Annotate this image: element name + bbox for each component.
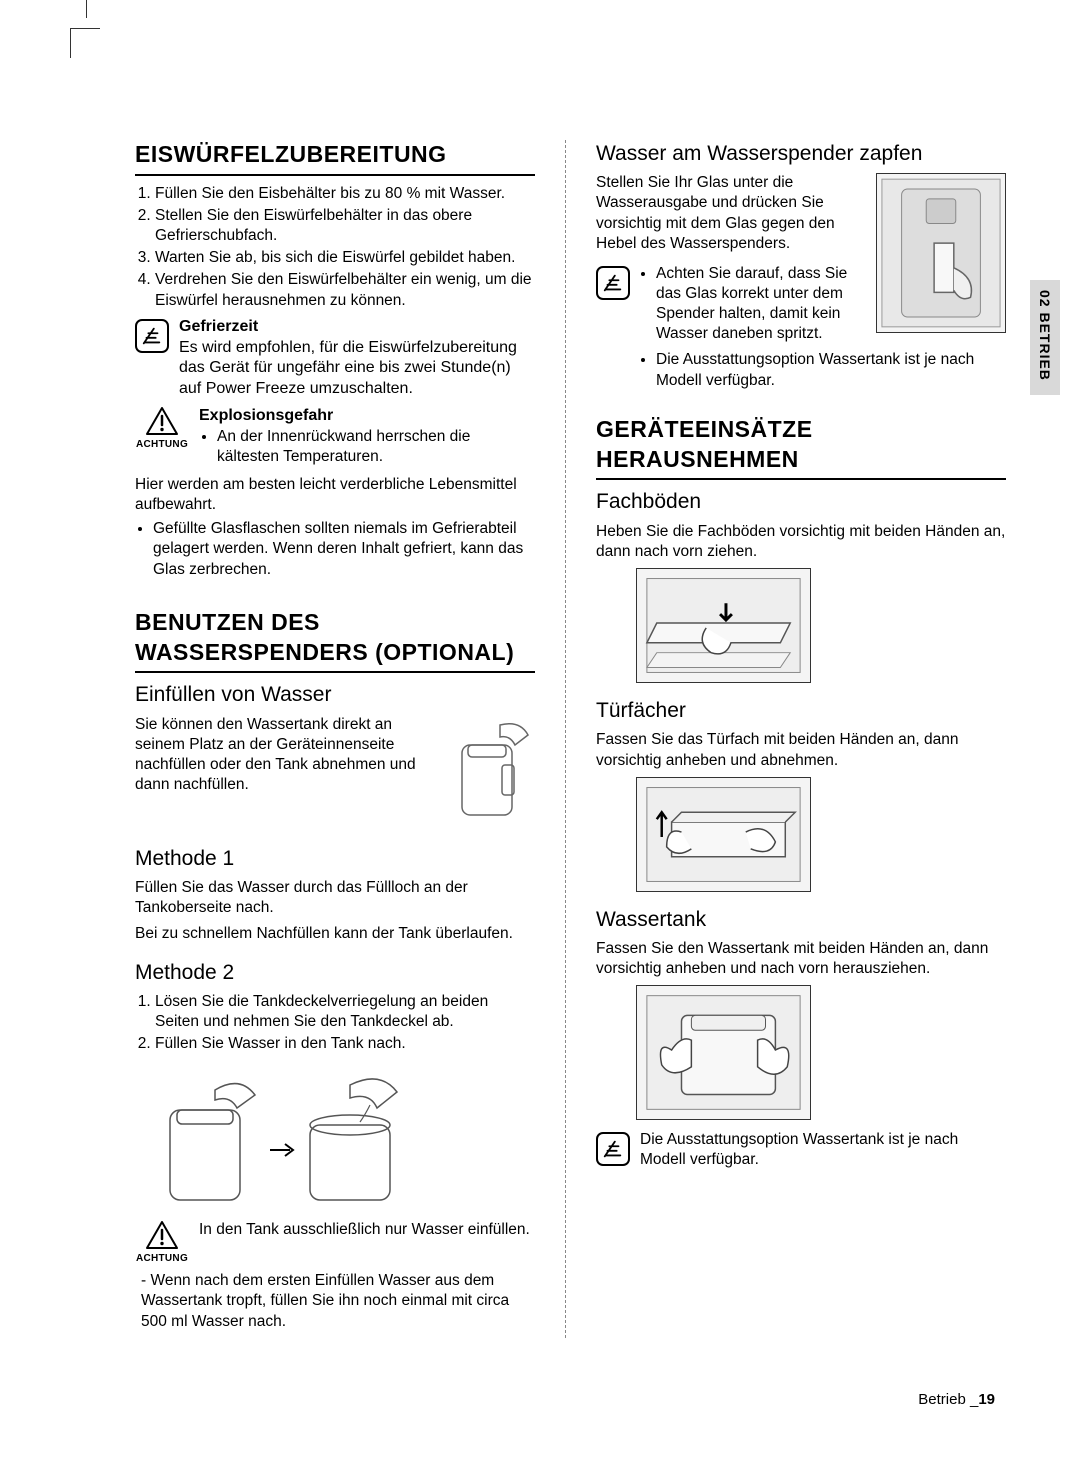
note-body: Achten Sie darauf, dass Sie das Glas kor… — [640, 264, 866, 347]
warning-icon — [145, 1220, 179, 1250]
figure-pouring-tanks — [155, 1060, 415, 1210]
warning-icon — [145, 406, 179, 436]
subheading-shelf: Fachböden — [596, 488, 1006, 515]
list-item: Die Ausstattungsoption Wassertank ist je… — [656, 350, 1006, 390]
warning-text: In den Tank ausschließlich nur Wasser ei… — [199, 1220, 530, 1240]
list-item: Lösen Sie die Tankdeckelverriegelung an … — [155, 992, 535, 1032]
list-item: An der Innenrückwand herrschen die kälte… — [217, 427, 535, 467]
note-text: Es wird empfohlen, für die Eiswürfelzube… — [179, 339, 517, 398]
subheading-method1: Methode 1 — [135, 845, 535, 872]
crop-mark — [86, 0, 87, 18]
list-item: Gefüllte Glasflaschen sollten niemals im… — [153, 519, 535, 579]
list-item: Füllen Sie Wasser in den Tank nach. — [155, 1034, 535, 1054]
warning-body: Explosionsgefahr An der Innenrückwand he… — [199, 406, 535, 473]
note-text: Die Ausstattungsoption Wassertank ist je… — [640, 1130, 1006, 1170]
note-title: Gefrierzeit — [179, 318, 258, 335]
note-icon — [135, 319, 169, 353]
footer-page: 19 — [978, 1391, 995, 1408]
warning-title: Explosionsgefahr — [199, 407, 333, 424]
figure-shelf — [636, 568, 811, 683]
list-item: Stellen Sie den Eiswürfelbehälter in das… — [155, 206, 535, 246]
method1-p2: Bei zu schnellem Nachfüllen kann der Tan… — [135, 924, 535, 944]
method1-p1: Füllen Sie das Wasser durch das Füllloch… — [135, 878, 535, 918]
subheading-fill: Einfüllen von Wasser — [135, 681, 535, 708]
list-item: Füllen Sie den Eisbehälter bis zu 80 % m… — [155, 184, 535, 204]
left-column: EISWÜRFELZUBEREITUNG Füllen Sie den Eisb… — [135, 140, 535, 1338]
figure-water-tank — [636, 985, 811, 1120]
warning-label: ACHTUNG — [136, 1252, 188, 1265]
door-text: Fassen Sie das Türfach mit beiden Händen… — [596, 730, 1006, 770]
ice-steps: Füllen Sie den Eisbehälter bis zu 80 % m… — [135, 184, 535, 311]
warning-extra: Hier werden am besten leicht verderblich… — [135, 475, 535, 515]
method2-steps: Lösen Sie die Tankdeckelverriegelung an … — [135, 992, 535, 1054]
note-tank-option: Die Ausstattungsoption Wassertank ist je… — [596, 1130, 1006, 1170]
heading-remove: GERÄTEEINSÄTZE HERAUSNEHMEN — [596, 415, 1006, 481]
figure-dispenser — [876, 173, 1006, 333]
note-freeze-time: Gefrierzeit Es wird empfohlen, für die E… — [135, 317, 535, 400]
page-footer: Betrieb _19 — [918, 1390, 995, 1410]
list-item: Warten Sie ab, bis sich die Eiswürfel ge… — [155, 248, 535, 268]
crop-mark — [70, 28, 100, 58]
note-glass-position: Achten Sie darauf, dass Sie das Glas kor… — [596, 264, 866, 347]
section-tab: 02 BETRIEB — [1030, 280, 1060, 395]
warning-label: ACHTUNG — [136, 438, 188, 451]
heading-tap-water: Wasser am Wasserspender zapfen — [596, 140, 1006, 167]
footer-section: Betrieb — [918, 1391, 966, 1408]
warning-water-only: ACHTUNG In den Tank ausschließlich nur W… — [135, 1220, 535, 1265]
figure-tank-small — [450, 715, 535, 825]
subheading-door: Türfächer — [596, 697, 1006, 724]
list-item: Verdrehen Sie den Eiswürfelbehälter ein … — [155, 270, 535, 310]
tank-text: Fassen Sie den Wassertank mit beiden Hän… — [596, 939, 1006, 979]
figure-door-bin — [636, 777, 811, 892]
warning-explosion: ACHTUNG Explosionsgefahr An der Innenrüc… — [135, 406, 535, 473]
note-body: Gefrierzeit Es wird empfohlen, für die E… — [179, 317, 535, 400]
manual-page: 02 BETRIEB EISWÜRFELZUBEREITUNG Füllen S… — [0, 0, 1080, 1469]
note-icon — [596, 266, 630, 300]
list-item: Achten Sie darauf, dass Sie das Glas kor… — [656, 264, 866, 345]
shelf-text: Heben Sie die Fachböden vorsichtig mit b… — [596, 522, 1006, 562]
heading-dispenser: BENUTZEN DES WASSERSPENDERS (OPTIONAL) — [135, 608, 535, 674]
heading-ice: EISWÜRFELZUBEREITUNG — [135, 140, 535, 176]
warning-icon-col: ACHTUNG — [135, 406, 189, 451]
column-divider — [565, 140, 566, 1338]
note-icon — [596, 1132, 630, 1166]
right-column: Wasser am Wasserspender zapfen Stellen S… — [596, 140, 1006, 1338]
warning-icon-col: ACHTUNG — [135, 1220, 189, 1265]
subheading-tank: Wassertank — [596, 906, 1006, 933]
after-fill-note: - Wenn nach dem ersten Einfüllen Wasser … — [135, 1271, 535, 1331]
subheading-method2: Methode 2 — [135, 959, 535, 986]
